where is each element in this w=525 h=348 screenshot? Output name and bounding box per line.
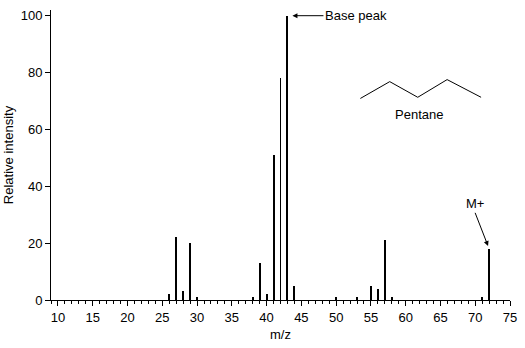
svg-text:65: 65 [433,310,447,325]
svg-text:70: 70 [468,310,482,325]
svg-text:45: 45 [294,310,308,325]
svg-text:20: 20 [28,236,42,251]
svg-text:100: 100 [21,8,43,23]
svg-text:0: 0 [35,293,42,308]
svg-text:20: 20 [120,310,134,325]
svg-text:m/z: m/z [270,327,291,342]
svg-text:60: 60 [28,122,42,137]
svg-text:50: 50 [329,310,343,325]
svg-text:60: 60 [398,310,412,325]
svg-text:15: 15 [85,310,99,325]
svg-text:55: 55 [364,310,378,325]
svg-text:25: 25 [155,310,169,325]
svg-text:30: 30 [190,310,204,325]
svg-text:10: 10 [51,310,65,325]
svg-text:40: 40 [28,179,42,194]
svg-text:Relative intensity: Relative intensity [1,105,16,204]
svg-text:35: 35 [225,310,239,325]
svg-text:75: 75 [503,310,517,325]
svg-text:M+: M+ [466,196,484,211]
svg-text:Pentane: Pentane [395,107,443,122]
svg-text:40: 40 [259,310,273,325]
svg-text:80: 80 [28,65,42,80]
svg-text:Base peak: Base peak [325,8,387,23]
